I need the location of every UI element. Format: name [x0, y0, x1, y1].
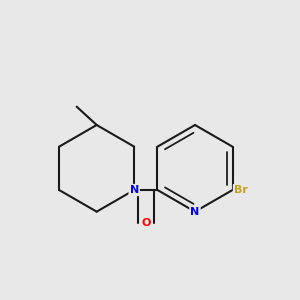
Text: Br: Br	[234, 185, 248, 195]
Text: N: N	[190, 207, 200, 217]
Text: O: O	[141, 218, 151, 228]
Text: N: N	[130, 185, 139, 195]
